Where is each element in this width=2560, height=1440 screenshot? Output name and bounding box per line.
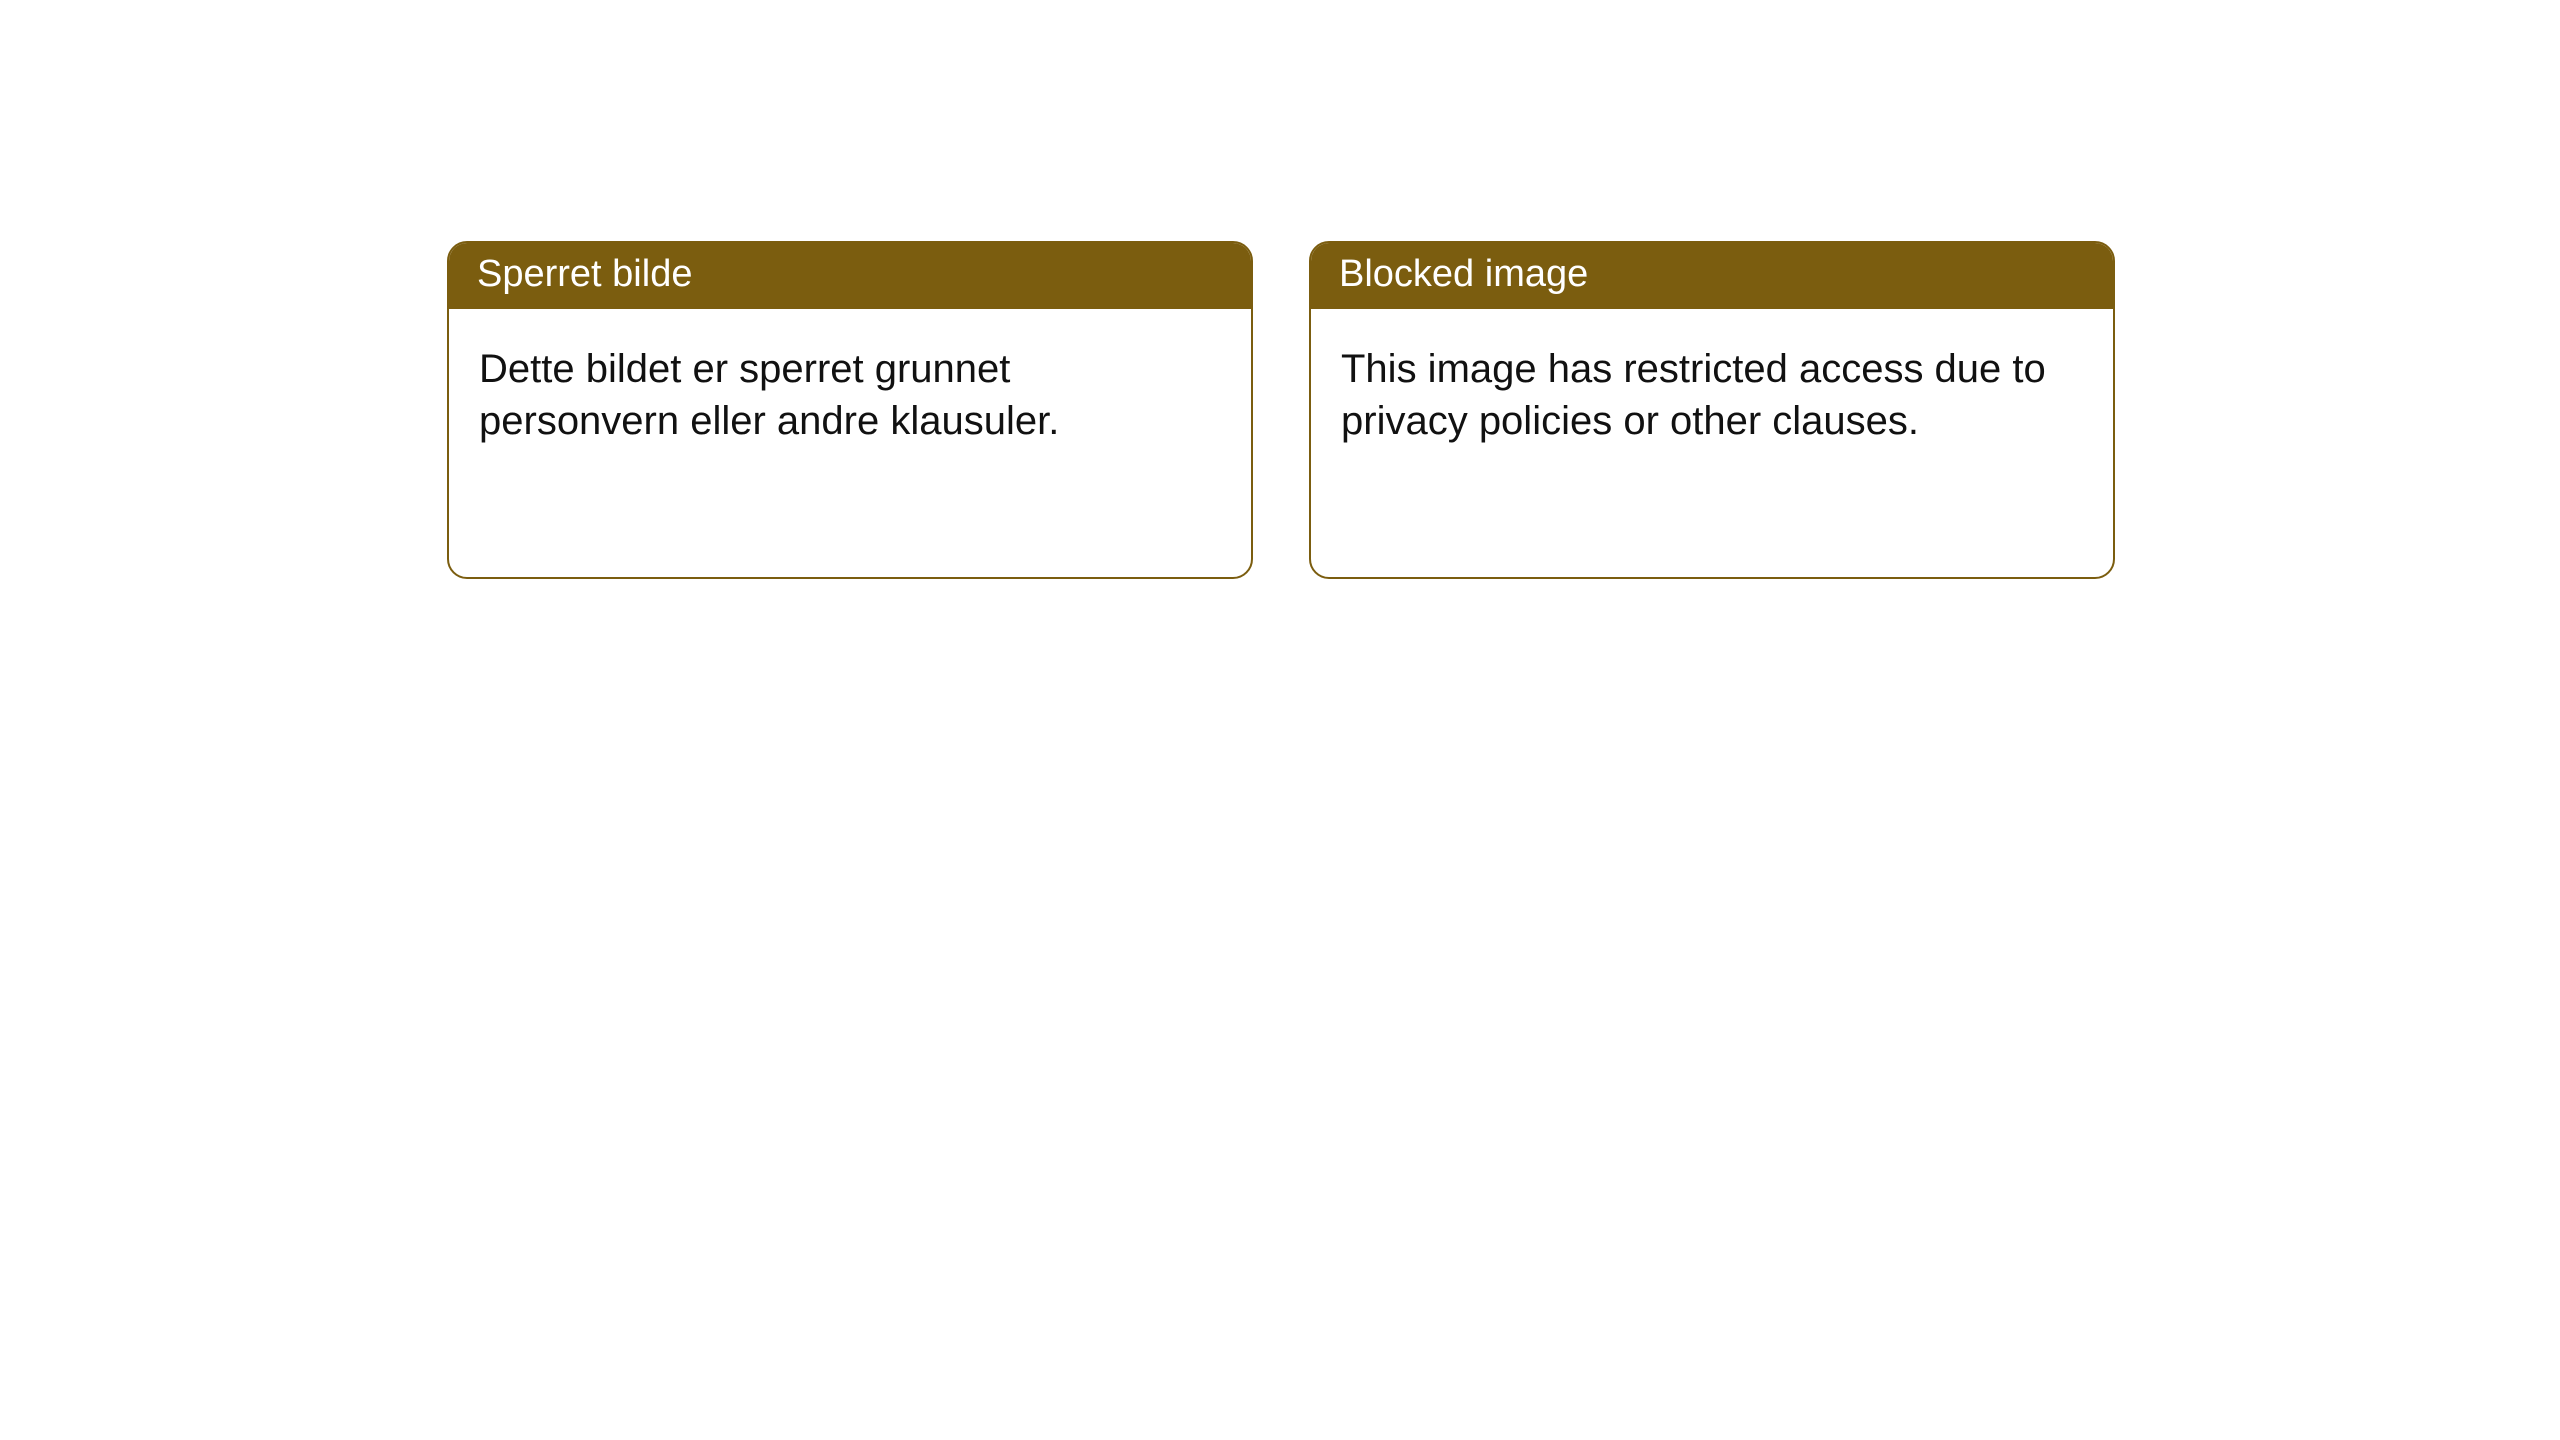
card-header: Sperret bilde xyxy=(449,243,1251,309)
card-title: Sperret bilde xyxy=(477,253,692,295)
card-body-text: This image has restricted access due to … xyxy=(1341,347,2046,443)
card-body-text: Dette bildet er sperret grunnet personve… xyxy=(479,347,1059,443)
card-header: Blocked image xyxy=(1311,243,2113,309)
card-body: This image has restricted access due to … xyxy=(1311,309,2113,477)
card-body: Dette bildet er sperret grunnet personve… xyxy=(449,309,1251,477)
card-row: Sperret bilde Dette bildet er sperret gr… xyxy=(0,0,2560,579)
card-title: Blocked image xyxy=(1339,253,1588,295)
blocked-image-card-no: Sperret bilde Dette bildet er sperret gr… xyxy=(447,241,1253,579)
blocked-image-card-en: Blocked image This image has restricted … xyxy=(1309,241,2115,579)
